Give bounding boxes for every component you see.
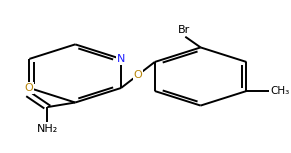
Text: Br: Br — [178, 25, 190, 35]
Text: NH₂: NH₂ — [37, 124, 58, 134]
Text: O: O — [24, 83, 33, 93]
Text: CH₃: CH₃ — [270, 86, 289, 96]
Text: O: O — [134, 70, 142, 80]
Text: N: N — [117, 54, 125, 64]
